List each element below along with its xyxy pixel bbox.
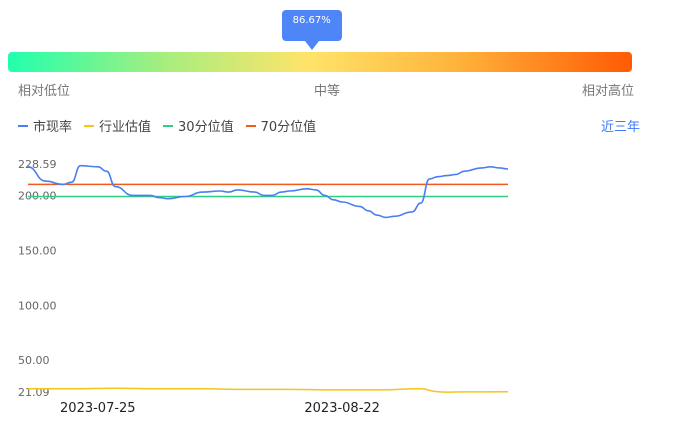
percentile-tooltip: 86.67%: [281, 10, 342, 50]
scale-label-mid: 中等: [314, 84, 341, 99]
scale-label-high: 相对高位: [582, 84, 635, 99]
scale-label-low: 相对低位: [18, 84, 71, 99]
legend-swatch-p70-icon: [245, 124, 256, 127]
percentile-gradient-bar: [8, 52, 632, 72]
pcf-series-line: [27, 164, 509, 219]
legend-label-pcf: 市现率: [33, 120, 73, 135]
y-tick-label: 100.00: [18, 299, 57, 312]
chart-legend: 市现率 行业估值 30分位值 70分位值: [18, 116, 316, 135]
legend-label-industry: 行业估值: [99, 120, 152, 135]
y-tick-label: 150.00: [18, 244, 57, 257]
x-tick-label: 2023-08-22: [304, 401, 380, 416]
legend-item-p70[interactable]: 70分位值: [245, 116, 317, 135]
y-tick-label: 50.00: [18, 354, 50, 367]
legend-item-pcf[interactable]: 市现率: [18, 116, 72, 135]
legend-label-p30: 30分位值: [178, 120, 234, 135]
percentile-value: 86.67%: [292, 15, 331, 26]
legend-swatch-p30-icon: [163, 124, 174, 127]
legend-item-industry[interactable]: 行业估值: [84, 116, 151, 135]
legend-item-p30[interactable]: 30分位值: [163, 116, 234, 135]
legend-label-p70: 70分位值: [260, 120, 317, 135]
y-tick-label: 21.09: [18, 386, 50, 399]
time-range-selector[interactable]: 近三年: [600, 120, 640, 135]
tooltip-pointer-icon: [304, 41, 319, 50]
industry-series-line: [27, 387, 509, 393]
x-tick-label: 2023-07-25: [60, 401, 136, 416]
legend-swatch-industry-icon: [84, 124, 95, 127]
legend-swatch-pcf-icon: [18, 124, 28, 127]
y-tick-label: 228.59: [18, 158, 57, 171]
